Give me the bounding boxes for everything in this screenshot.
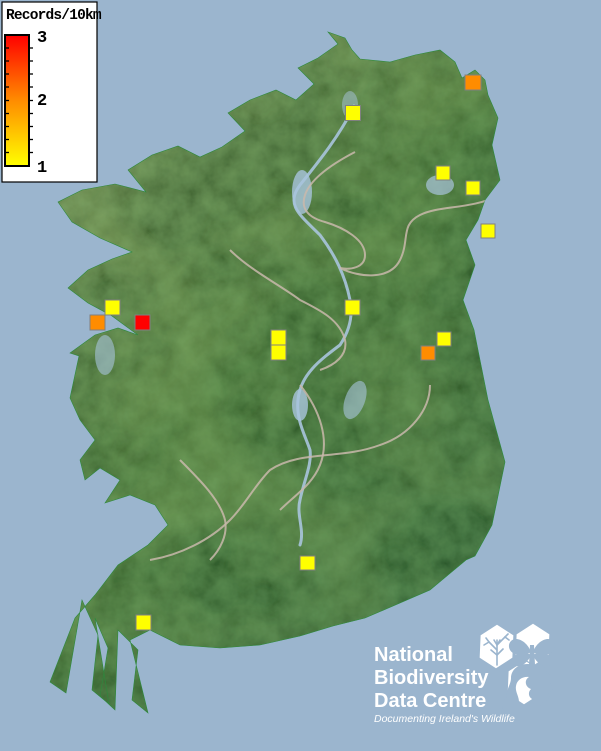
svg-text:Biodiversity: Biodiversity xyxy=(374,667,489,689)
svg-text:Records/10km: Records/10km xyxy=(6,8,102,24)
svg-text:2: 2 xyxy=(37,92,47,111)
svg-text:3: 3 xyxy=(37,29,47,48)
svg-text:Documenting Ireland's Wildlife: Documenting Ireland's Wildlife xyxy=(374,713,515,725)
svg-text:National: National xyxy=(374,644,453,666)
svg-text:1: 1 xyxy=(37,159,47,178)
svg-text:Data Centre: Data Centre xyxy=(374,690,486,712)
